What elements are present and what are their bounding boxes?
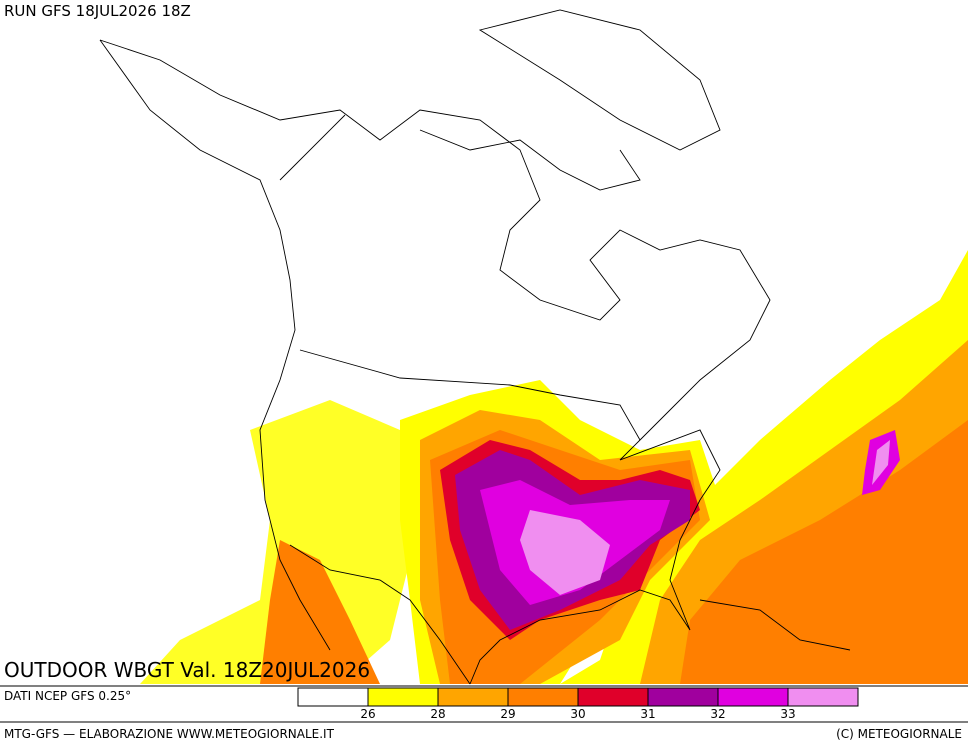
legend-swatch — [647, 687, 719, 707]
heat-map — [140, 250, 968, 684]
copyright: (C) METEOGIORNALE — [836, 727, 962, 741]
map-title: OUTDOOR WBGT Val. 18Z20JUL2026 — [4, 658, 370, 682]
legend-swatch — [297, 687, 369, 707]
source-label: DATI NCEP GFS 0.25° — [4, 689, 131, 703]
legend-label: 33 — [780, 707, 795, 721]
legend-swatch — [437, 687, 509, 707]
credit: MTG-GFS — ELABORAZIONE WWW.METEOGIORNALE… — [4, 727, 335, 741]
legend-label: 29 — [500, 707, 515, 721]
legend-swatch — [577, 687, 649, 707]
legend-swatch — [507, 687, 579, 707]
legend-label: 28 — [430, 707, 445, 721]
legend-swatch — [717, 687, 789, 707]
legend-swatch — [787, 687, 859, 707]
run-label: RUN GFS 18JUL2026 18Z — [4, 2, 191, 20]
legend-label: 26 — [360, 707, 375, 721]
coastlines — [99, 9, 851, 685]
color-legend: 26 28 29 30 31 32 33 — [297, 687, 859, 721]
legend-label: 31 — [640, 707, 655, 721]
legend-label: 30 — [570, 707, 585, 721]
legend-swatch — [367, 687, 439, 707]
legend-label: 32 — [710, 707, 725, 721]
